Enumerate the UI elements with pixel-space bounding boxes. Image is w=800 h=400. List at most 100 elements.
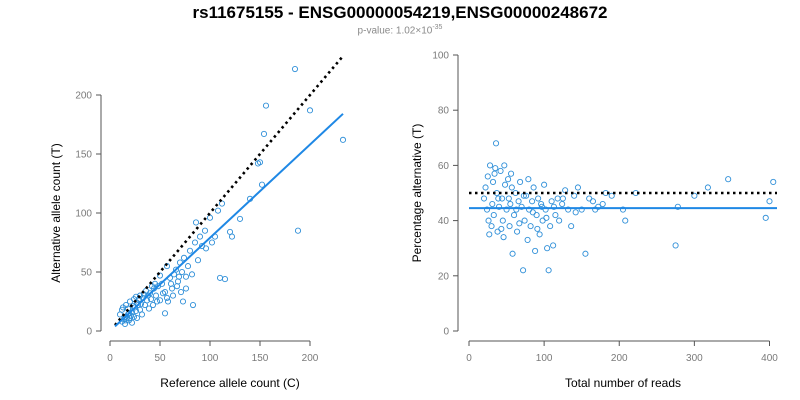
x-tick-label: 150: [252, 353, 269, 364]
data-point: [192, 219, 200, 226]
data-point: [505, 176, 512, 183]
data-point: [574, 184, 581, 191]
p-value-text: p-value: 1.02×10: [357, 25, 433, 37]
data-point: [488, 223, 495, 230]
data-point: [132, 307, 140, 314]
x-tick-label: 400: [761, 353, 778, 364]
data-point: [492, 165, 499, 172]
data-point: [497, 167, 504, 174]
data-point: [291, 65, 299, 73]
data-point: [179, 298, 187, 305]
data-point: [262, 102, 270, 109]
data-point: [260, 130, 268, 137]
y-axis-title: Percentage alternative (T): [410, 124, 424, 263]
data-point: [525, 176, 532, 183]
data-point: [191, 239, 199, 246]
data-point: [505, 195, 512, 202]
data-point: [163, 263, 171, 270]
data-point: [532, 247, 539, 255]
data-point: [153, 298, 161, 305]
data-point: [130, 313, 138, 320]
data-point: [156, 272, 164, 279]
data-point: [499, 195, 506, 202]
data-point: [188, 271, 196, 278]
data-point: [194, 257, 202, 264]
x-tick-label: 0: [466, 353, 472, 364]
data-point: [548, 198, 555, 205]
data-point: [508, 184, 515, 191]
data-point: [489, 178, 497, 186]
data-point: [196, 233, 204, 240]
data-point: [511, 212, 518, 219]
data-point: [491, 170, 498, 177]
data-point: [691, 192, 698, 199]
reference-line: [114, 55, 344, 326]
data-point: [538, 203, 545, 210]
data-point: [133, 314, 141, 322]
data-point: [535, 195, 542, 202]
data-point: [770, 178, 777, 186]
data-point: [766, 198, 773, 205]
data-point: [214, 207, 222, 214]
data-point: [556, 217, 563, 224]
data-point: [543, 214, 550, 221]
data-point: [221, 276, 229, 283]
data-point: [182, 285, 190, 292]
data-point: [182, 273, 190, 280]
data-point: [499, 217, 506, 224]
data-point: [125, 310, 133, 317]
data-point: [529, 209, 536, 216]
y-tick-label: 200: [75, 91, 92, 102]
data-point: [550, 242, 557, 249]
data-point: [520, 267, 527, 274]
data-point: [186, 247, 194, 254]
data-point: [138, 311, 146, 318]
data-point: [550, 203, 557, 210]
right-scatter-panel: 0 20 40 60 80 100 0 100 200 300 400 Total number of…: [410, 51, 778, 391]
y-tick-label: 80: [438, 106, 450, 117]
data-point: [492, 140, 500, 147]
data-point: [175, 273, 183, 280]
data-point: [518, 203, 525, 210]
data-point: [559, 200, 566, 208]
data-point: [208, 239, 216, 246]
data-point: [495, 195, 502, 202]
data-point: [544, 245, 551, 252]
y-axis-title: Alternative allele count (T): [49, 143, 63, 282]
data-point: [514, 228, 521, 235]
data-point: [480, 195, 488, 202]
data-point: [177, 289, 185, 296]
data-point: [152, 292, 160, 299]
x-tick-label: 0: [107, 353, 113, 364]
left-scatter-panel: 0 50 100 150 200 0 50 100 150 200 Reference allele…: [49, 55, 347, 390]
data-point: [167, 280, 175, 287]
p-value-exponent: -35: [432, 24, 443, 31]
data-point: [529, 198, 536, 205]
y-tick-label: 100: [432, 51, 449, 62]
data-point: [149, 301, 157, 309]
chart-subtitle: p-value: 1.02×10-35: [0, 24, 800, 36]
data-point: [582, 250, 589, 257]
data-point: [554, 195, 561, 202]
data-point: [483, 206, 491, 213]
data-point: [500, 234, 507, 241]
data-point: [589, 198, 597, 205]
x-axis-title: Reference allele count (C): [160, 376, 299, 390]
data-point: [619, 206, 627, 213]
y-tick-label: 150: [75, 150, 92, 161]
data-point: [725, 176, 732, 183]
data-point: [523, 192, 530, 199]
y-tick-label: 20: [438, 271, 450, 282]
data-point: [762, 214, 769, 221]
data-point: [206, 214, 214, 221]
data-point: [536, 231, 543, 238]
data-point: [163, 294, 171, 302]
data-point: [164, 298, 172, 305]
data-point: [495, 203, 503, 210]
data-point: [498, 225, 505, 232]
data-point: [565, 206, 572, 213]
data-point: [568, 223, 575, 230]
data-point: [674, 203, 681, 210]
data-point: [145, 305, 153, 312]
data-point: [151, 280, 159, 287]
